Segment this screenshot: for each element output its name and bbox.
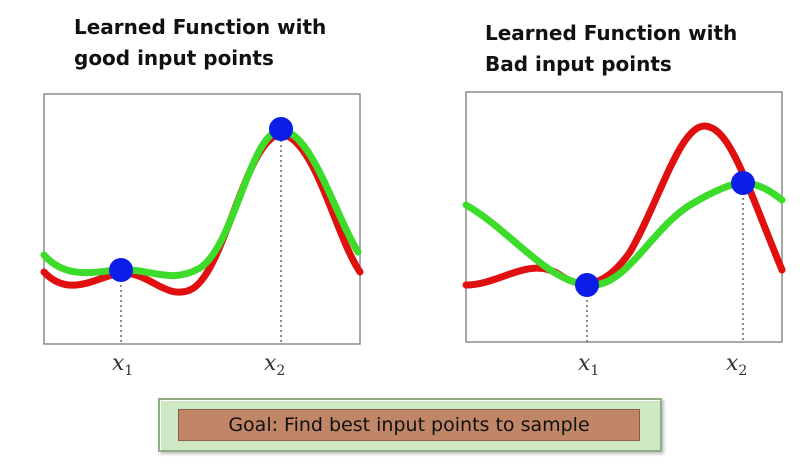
right-panel-title-line-1: Learned Function with	[485, 21, 738, 45]
left-plot-x1-label: x1	[112, 351, 133, 379]
goal-text: Goal: Find best input points to sample	[228, 414, 590, 436]
goal-banner-inner: Goal: Find best input points to sample	[178, 409, 640, 441]
right-plot-x2-label: x2	[726, 351, 747, 379]
left-plot-sample-point-2	[269, 117, 293, 141]
right-plot-frame	[465, 91, 783, 343]
right-plot-true-function-curve	[462, 122, 786, 289]
left-plot-learned-function-curve	[40, 126, 362, 280]
left-panel-title-line-2: good input points	[74, 46, 274, 70]
right-plot-sample-point-1	[575, 273, 599, 297]
right-plot: x1 x2	[462, 91, 786, 379]
left-panel-title-line-1: Learned Function with	[74, 15, 327, 39]
right-plot-x1-label: x1	[578, 351, 599, 379]
right-panel-title-line-2: Bad input points	[485, 52, 672, 76]
left-plot-x2-label: x2	[264, 351, 285, 379]
left-panel-title: Learned Function with good input points	[74, 12, 326, 74]
left-plot-sample-point-1	[109, 258, 133, 282]
right-panel-title: Learned Function with Bad input points	[485, 18, 737, 80]
right-plot-sample-point-2	[731, 171, 755, 195]
left-plot-frame	[43, 93, 361, 345]
left-plot: x1 x2	[40, 93, 364, 379]
goal-banner: Goal: Find best input points to sample	[158, 398, 662, 452]
